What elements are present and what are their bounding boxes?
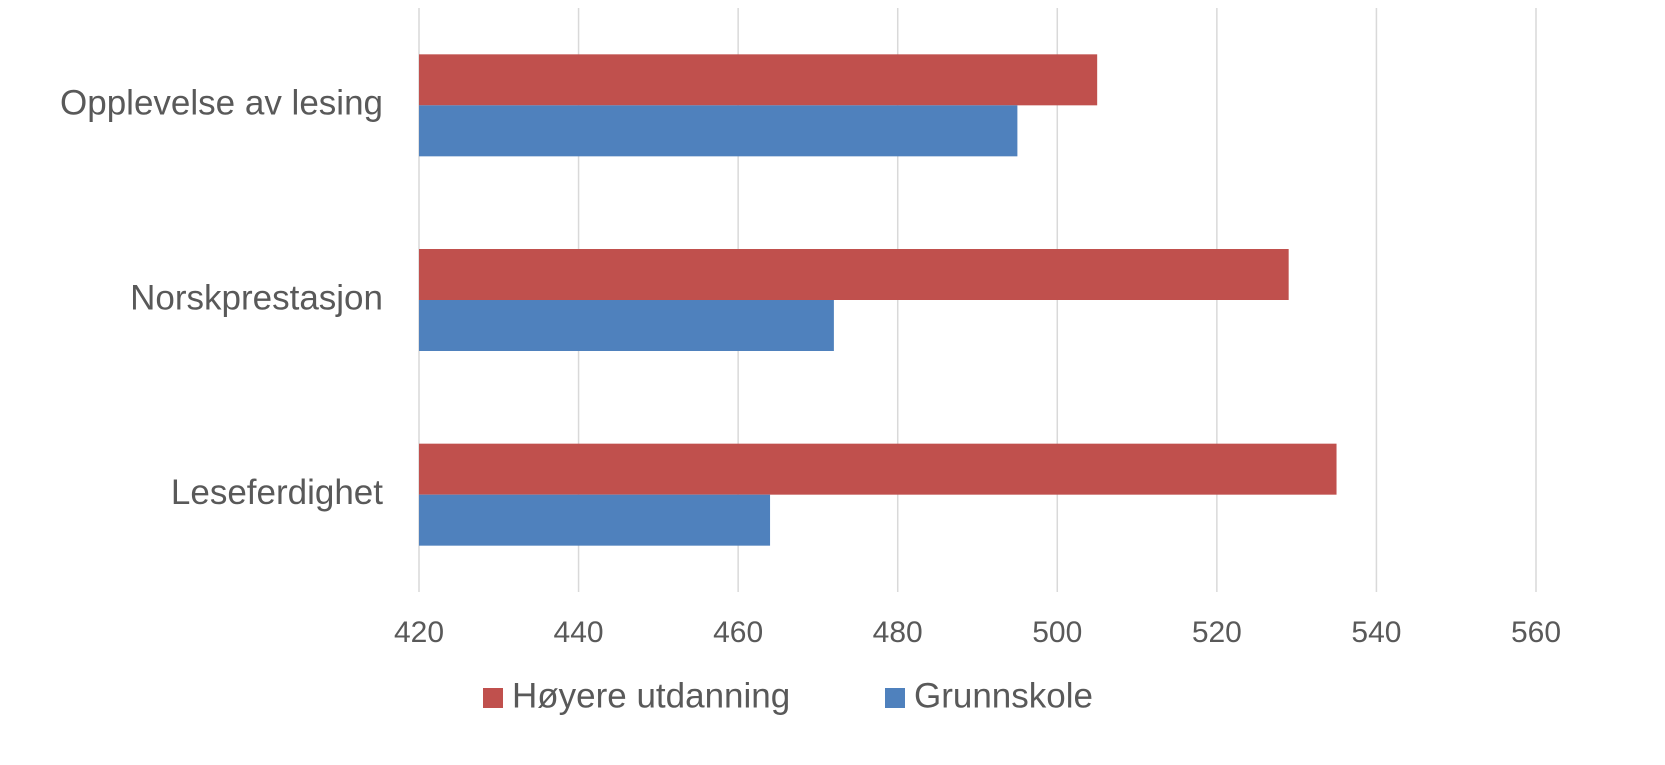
x-tick-label: 560 (1511, 616, 1561, 649)
bar (419, 443, 1337, 495)
bar (419, 249, 1289, 300)
x-tick-label: 520 (1192, 616, 1242, 649)
y-tick-label: Leseferdighet (171, 473, 383, 512)
bar (419, 54, 1098, 106)
legend-swatch (885, 688, 905, 708)
bar (419, 105, 1018, 157)
x-tick-label: 440 (554, 616, 604, 649)
x-tick-label: 420 (394, 616, 444, 649)
y-tick-label: Opplevelse av lesing (60, 84, 383, 123)
x-tick-label: 500 (1032, 616, 1082, 649)
bar (419, 300, 834, 351)
legend-label: Grunnskole (914, 676, 1093, 715)
legend-swatch (483, 688, 503, 708)
x-tick-label: 540 (1351, 616, 1401, 649)
y-tick-label: Norskprestasjon (130, 278, 383, 317)
legend-label: Høyere utdanning (512, 676, 790, 715)
x-tick-label: 480 (873, 616, 923, 649)
x-tick-label: 460 (713, 616, 763, 649)
bar (419, 494, 771, 546)
